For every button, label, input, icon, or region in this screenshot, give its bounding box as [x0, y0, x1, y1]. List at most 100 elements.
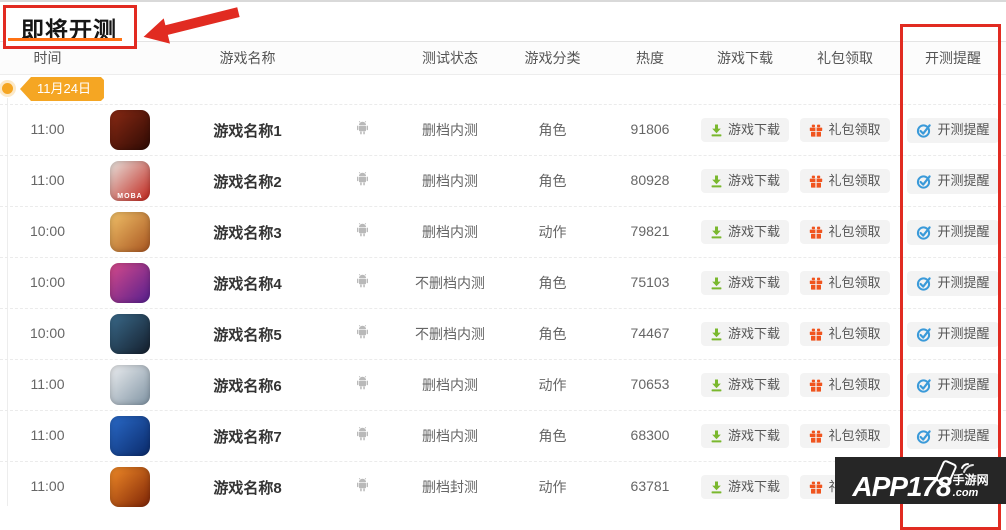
remind-button-label: 开测提醒	[937, 172, 990, 188]
download-button-label: 游戏下载	[727, 376, 780, 392]
heat-value: 79821	[630, 223, 670, 239]
check-circle-icon	[917, 123, 932, 138]
title-underline	[8, 38, 122, 41]
game-category: 角色	[538, 428, 567, 444]
remind-button-label: 开测提醒	[937, 223, 990, 239]
gift-icon	[810, 175, 823, 188]
column-header-status: 测试状态	[422, 50, 478, 66]
game-icon[interactable]	[110, 263, 150, 303]
android-icon	[357, 477, 368, 491]
remind-button[interactable]: 开测提醒	[907, 270, 999, 296]
gift-icon	[810, 481, 823, 494]
game-category: 角色	[538, 122, 567, 138]
game-icon[interactable]	[110, 110, 150, 150]
gift-button[interactable]: 礼包领取	[800, 117, 890, 143]
game-category: 动作	[538, 377, 567, 393]
gift-button-label: 礼包领取	[828, 325, 881, 341]
check-circle-icon	[917, 174, 932, 189]
gift-button-label: 礼包领取	[828, 376, 881, 392]
game-icon[interactable]	[110, 365, 150, 405]
game-name[interactable]: 游戏名称1	[213, 122, 282, 140]
download-button-label: 游戏下载	[727, 121, 780, 137]
gift-button-label: 礼包领取	[828, 223, 881, 239]
table-row: 10:00 游戏名称5 不删档内测 角色 74467	[0, 308, 1006, 359]
arrow-icon	[143, 7, 240, 44]
remind-button[interactable]: 开测提醒	[907, 168, 999, 194]
game-category: 角色	[538, 173, 567, 189]
gift-button[interactable]: 礼包领取	[800, 168, 890, 194]
test-status: 删档封测	[422, 479, 478, 495]
download-button[interactable]: 游戏下载	[700, 423, 789, 449]
game-icon[interactable]	[110, 467, 150, 507]
download-button[interactable]: 游戏下载	[700, 372, 789, 398]
test-status: 删档内测	[422, 224, 478, 240]
download-button-label: 游戏下载	[727, 427, 780, 443]
gift-button-label: 礼包领取	[828, 427, 881, 443]
row-time: 11:00	[30, 427, 65, 443]
logo-suffix: .com	[952, 486, 979, 499]
gift-icon	[810, 124, 823, 137]
gift-button-label: 礼包领取	[828, 121, 881, 137]
gift-icon	[810, 379, 823, 392]
game-category: 动作	[538, 479, 567, 495]
game-name[interactable]: 游戏名称4	[213, 275, 282, 293]
game-icon[interactable]	[110, 314, 150, 354]
gift-button[interactable]: 礼包领取	[800, 372, 890, 398]
game-name[interactable]: 游戏名称7	[213, 428, 282, 446]
game-name[interactable]: 游戏名称2	[213, 173, 282, 191]
heat-value: 68300	[630, 427, 670, 443]
gift-button[interactable]: 礼包领取	[800, 423, 890, 449]
game-icon[interactable]	[110, 212, 150, 252]
download-button[interactable]: 游戏下载	[700, 117, 789, 143]
table-row: 10:00 游戏名称3 删档内测 动作 79821	[0, 206, 1006, 257]
table-row: 11:00 游戏名称1 删档内测 角色 91806	[0, 104, 1006, 155]
download-icon	[711, 226, 722, 238]
remind-button-label: 开测提醒	[937, 325, 990, 341]
download-button[interactable]: 游戏下载	[700, 270, 789, 296]
download-button-label: 游戏下载	[727, 172, 780, 188]
download-button[interactable]: 游戏下载	[700, 168, 789, 194]
heat-value: 80928	[630, 172, 670, 188]
game-icon-label: MOBA	[117, 193, 143, 200]
game-name[interactable]: 游戏名称8	[213, 479, 282, 497]
remind-button[interactable]: 开测提醒	[907, 219, 999, 245]
column-header-gift: 礼包领取	[817, 50, 873, 66]
remind-button[interactable]: 开测提醒	[907, 321, 999, 347]
game-name[interactable]: 游戏名称5	[213, 326, 282, 344]
game-icon[interactable]: MOBA	[110, 161, 150, 201]
gift-button[interactable]: 礼包领取	[800, 270, 890, 296]
date-badge: 11月24日	[20, 77, 104, 101]
remind-button[interactable]: 开测提醒	[907, 372, 999, 398]
gift-button-label: 礼包领取	[828, 172, 881, 188]
heat-value: 91806	[630, 121, 670, 137]
gift-button[interactable]: 礼包领取	[800, 321, 890, 347]
game-name[interactable]: 游戏名称3	[213, 224, 282, 242]
check-circle-icon	[917, 225, 932, 240]
download-icon	[711, 328, 722, 340]
column-header-name: 游戏名称	[219, 50, 276, 66]
column-header-time: 时间	[33, 50, 62, 66]
remind-button[interactable]: 开测提醒	[907, 423, 999, 449]
android-icon	[357, 171, 368, 185]
heat-value: 70653	[630, 376, 670, 392]
gift-button[interactable]: 礼包领取	[800, 219, 890, 245]
table-row: 11:00 游戏名称6 删档内测 动作 70653	[0, 359, 1006, 410]
game-category: 角色	[538, 326, 567, 342]
timeline-line	[7, 98, 8, 506]
download-button[interactable]: 游戏下载	[700, 474, 789, 500]
download-icon	[711, 430, 722, 442]
download-button[interactable]: 游戏下载	[700, 219, 789, 245]
column-header-category: 游戏分类	[524, 50, 581, 66]
row-time: 11:00	[30, 121, 65, 137]
game-icon[interactable]	[110, 416, 150, 456]
download-button[interactable]: 游戏下载	[700, 321, 789, 347]
android-icon	[357, 273, 368, 287]
column-header-download: 游戏下载	[717, 50, 773, 66]
gift-button-label: 礼包领取	[828, 274, 881, 290]
remind-button-label: 开测提醒	[937, 274, 990, 290]
gift-icon	[810, 430, 823, 443]
remind-button-label: 开测提醒	[937, 121, 990, 137]
test-status: 删档内测	[422, 377, 478, 393]
game-name[interactable]: 游戏名称6	[213, 377, 282, 395]
remind-button[interactable]: 开测提醒	[907, 117, 999, 143]
